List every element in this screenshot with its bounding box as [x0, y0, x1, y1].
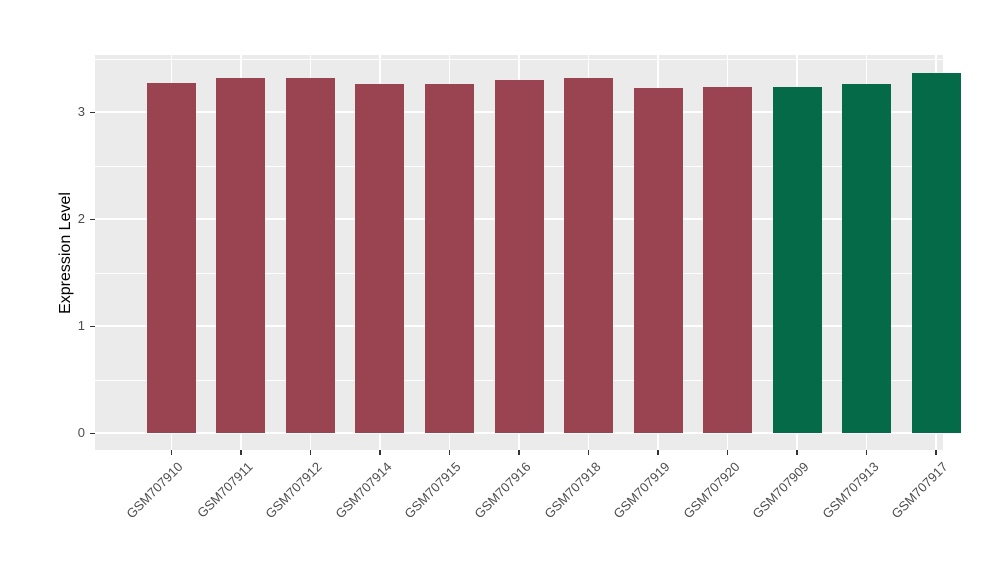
bar-GSM707914	[355, 84, 405, 433]
bar-GSM707920	[703, 87, 753, 433]
x-tick-label: GSM707916	[471, 459, 534, 522]
x-axis-tick	[935, 450, 937, 455]
y-axis-title-text: Expression Level	[57, 191, 74, 314]
x-axis-tick	[657, 450, 659, 455]
x-tick-label: GSM707913	[818, 459, 882, 522]
bar-GSM707915	[424, 84, 474, 433]
y-tick-label: 0	[77, 425, 85, 440]
y-axis-tick	[90, 112, 95, 114]
plot-panel	[95, 55, 961, 450]
x-tick-label: GSM707918	[540, 459, 604, 522]
y-tick-label: 3	[77, 104, 85, 119]
x-tick-label: GSM707920	[679, 459, 743, 522]
y-axis-tick	[90, 326, 95, 328]
y-tick-label: 1	[77, 318, 85, 333]
y-axis-tick	[90, 433, 95, 435]
y-axis-tick	[90, 219, 95, 221]
bar-GSM707917	[911, 73, 961, 433]
x-tick-label: GSM707909	[749, 459, 812, 522]
bar-GSM707911	[216, 77, 266, 433]
bar-GSM707919	[633, 88, 683, 433]
x-axis-tick	[379, 450, 381, 455]
x-tick-label: GSM707915	[401, 459, 465, 522]
y-tick-label: 2	[77, 211, 85, 226]
x-axis-tick	[240, 450, 242, 455]
x-tick-label: GSM707910	[123, 459, 187, 522]
x-axis-tick	[726, 450, 729, 455]
x-tick-label: GSM707912	[262, 459, 326, 522]
bar-GSM707913	[842, 84, 892, 433]
x-tick-label: GSM707911	[194, 459, 256, 521]
x-axis-tick	[587, 450, 590, 455]
bar-GSM707918	[564, 77, 613, 433]
x-axis-tick	[518, 450, 520, 455]
x-tick-label: GSM707917	[888, 459, 951, 522]
x-axis-tick	[796, 450, 798, 455]
x-axis-tick	[309, 450, 312, 455]
x-axis-tick	[170, 450, 173, 455]
bar-GSM707912	[285, 77, 335, 433]
bar-GSM707910	[146, 83, 196, 433]
bar-GSM707909	[772, 87, 822, 433]
x-tick-label: GSM707919	[610, 459, 673, 522]
x-axis-tick	[448, 450, 451, 455]
x-axis-tick	[865, 450, 868, 455]
bar-GSM707916	[494, 79, 544, 433]
x-tick-label: GSM707914	[332, 459, 395, 522]
